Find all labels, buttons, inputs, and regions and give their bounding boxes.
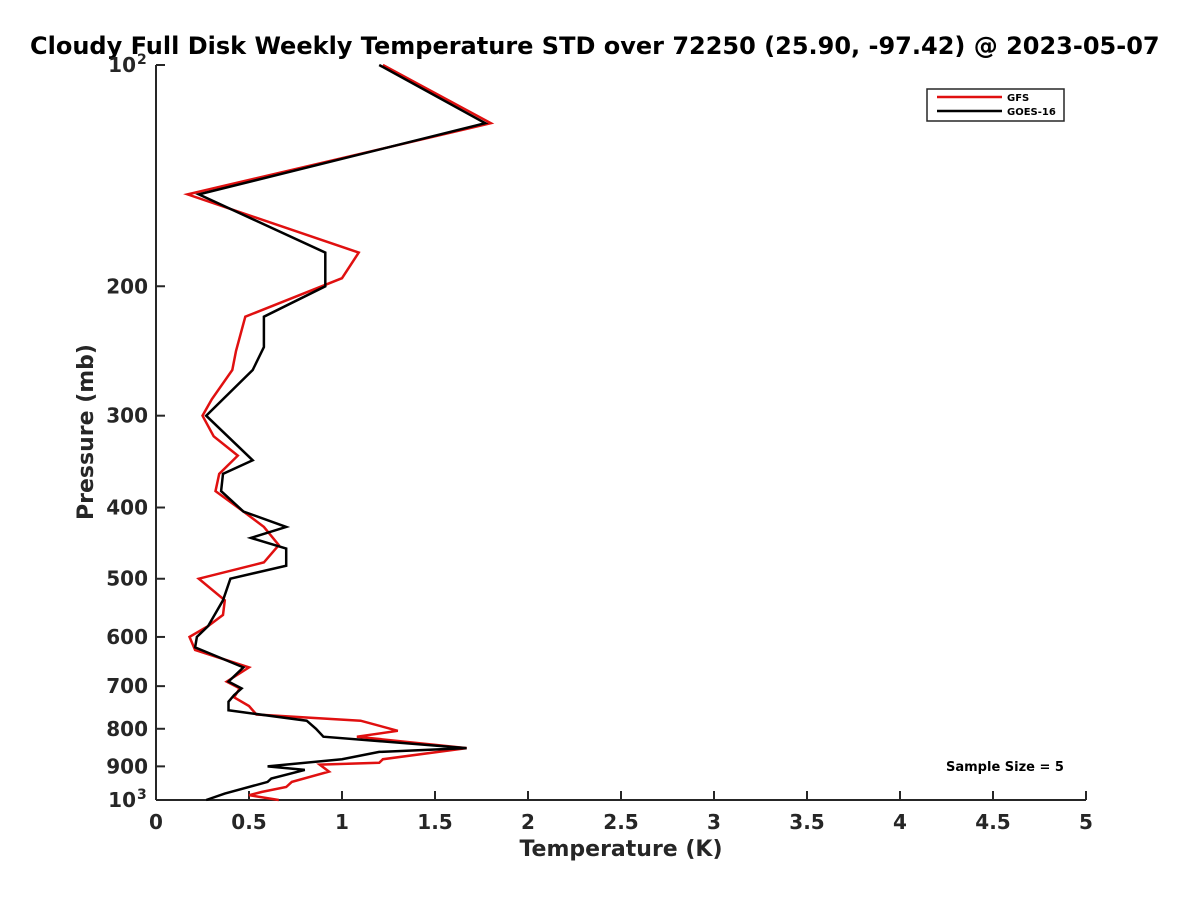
x-tick-label: 2.5 bbox=[603, 810, 638, 834]
y-tick-label: 10 bbox=[108, 788, 136, 812]
x-tick-label: 2 bbox=[521, 810, 535, 834]
chart-title: Cloudy Full Disk Weekly Temperature STD … bbox=[30, 32, 1160, 60]
y-tick-label: 800 bbox=[106, 717, 148, 741]
y-tick-label: 900 bbox=[106, 754, 148, 778]
x-axis-label: Temperature (K) bbox=[519, 837, 722, 862]
y-tick-label: 400 bbox=[106, 496, 148, 520]
x-tick-label: 4 bbox=[893, 810, 907, 834]
legend-label-gfs: GFS bbox=[1007, 93, 1029, 104]
y-tick-label: 200 bbox=[106, 274, 148, 298]
legend-box bbox=[926, 88, 1065, 122]
x-tick-label: 5 bbox=[1079, 810, 1093, 834]
x-tick-label: 4.5 bbox=[975, 810, 1010, 834]
series-line-goes16 bbox=[193, 63, 489, 802]
x-tick-label: 3.5 bbox=[789, 810, 824, 834]
y-axis-label: Pressure (mb) bbox=[74, 344, 99, 520]
y-tick-label: 500 bbox=[106, 567, 148, 591]
x-tick-label: 0.5 bbox=[231, 810, 266, 834]
y-tick-label: 700 bbox=[106, 674, 148, 698]
series-layer bbox=[183, 63, 495, 802]
legend-label-goes16: GOES-16 bbox=[1007, 107, 1056, 118]
x-tick-label: 0 bbox=[149, 810, 163, 834]
y-tick-label: 300 bbox=[106, 404, 148, 428]
x-tick-label: 1.5 bbox=[417, 810, 452, 834]
y-tick-label: 10 bbox=[108, 53, 136, 77]
x-tick-label: 1 bbox=[335, 810, 349, 834]
x-axis-ticks: 0 0.5 1 1.5 2 2.5 3 3.5 4 4.5 5 bbox=[149, 791, 1093, 834]
y-tick-exponent: 3 bbox=[137, 787, 147, 803]
y-tick-exponent: 2 bbox=[137, 52, 147, 68]
sample-size-annotation: Sample Size = 5 bbox=[946, 760, 1064, 775]
legend: GFS GOES-16 bbox=[926, 88, 1065, 122]
y-tick-label: 600 bbox=[106, 625, 148, 649]
x-tick-label: 3 bbox=[707, 810, 721, 834]
